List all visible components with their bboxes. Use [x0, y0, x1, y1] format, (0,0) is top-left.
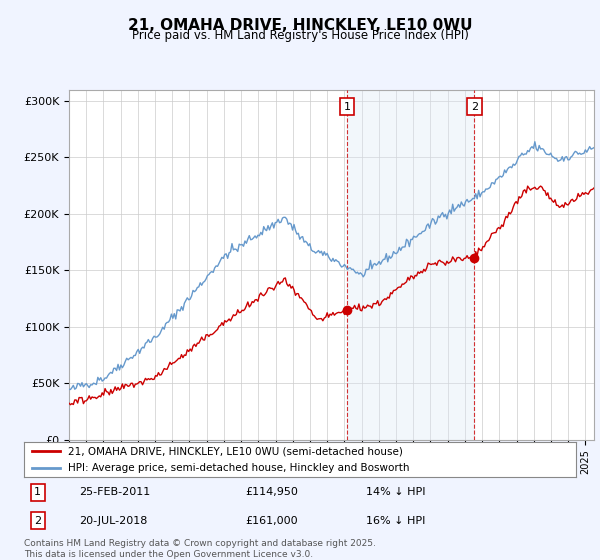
Text: 21, OMAHA DRIVE, HINCKLEY, LE10 0WU: 21, OMAHA DRIVE, HINCKLEY, LE10 0WU: [128, 18, 472, 33]
Text: 2: 2: [34, 516, 41, 526]
Text: 21, OMAHA DRIVE, HINCKLEY, LE10 0WU (semi-detached house): 21, OMAHA DRIVE, HINCKLEY, LE10 0WU (sem…: [68, 446, 403, 456]
Text: Contains HM Land Registry data © Crown copyright and database right 2025.
This d: Contains HM Land Registry data © Crown c…: [24, 539, 376, 559]
Text: 20-JUL-2018: 20-JUL-2018: [79, 516, 148, 526]
Text: 1: 1: [34, 487, 41, 497]
Text: 16% ↓ HPI: 16% ↓ HPI: [366, 516, 425, 526]
Text: £114,950: £114,950: [245, 487, 298, 497]
Text: HPI: Average price, semi-detached house, Hinckley and Bosworth: HPI: Average price, semi-detached house,…: [68, 464, 410, 473]
Text: 1: 1: [343, 101, 350, 111]
Bar: [347, 90, 475, 440]
Text: 2: 2: [471, 101, 478, 111]
Text: Price paid vs. HM Land Registry's House Price Index (HPI): Price paid vs. HM Land Registry's House …: [131, 29, 469, 42]
Text: £161,000: £161,000: [245, 516, 298, 526]
Text: 14% ↓ HPI: 14% ↓ HPI: [366, 487, 426, 497]
Text: 25-FEB-2011: 25-FEB-2011: [79, 487, 151, 497]
